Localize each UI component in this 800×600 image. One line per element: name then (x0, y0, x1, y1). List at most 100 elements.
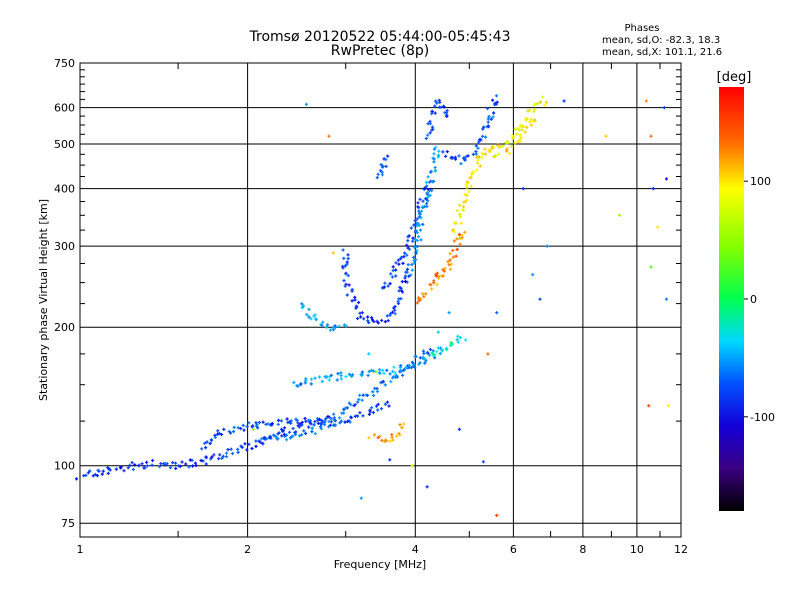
data-point (316, 417, 320, 421)
data-point (447, 263, 451, 267)
data-point (345, 406, 349, 410)
data-point (481, 460, 485, 464)
data-point (359, 315, 363, 319)
data-point (380, 318, 384, 323)
data-point (355, 414, 359, 418)
data-point (420, 205, 425, 209)
data-point (174, 466, 178, 471)
data-point (417, 215, 421, 219)
data-point (376, 436, 380, 440)
data-point (667, 404, 671, 408)
chart-subtitle: RwPretec (8p) (331, 43, 429, 59)
data-point (435, 271, 439, 275)
data-point (280, 434, 284, 438)
data-point (452, 230, 456, 234)
data-point (415, 245, 419, 249)
data-point (367, 320, 371, 325)
data-point (391, 369, 395, 373)
data-point (381, 165, 385, 169)
data-point (441, 150, 445, 154)
data-point (254, 439, 258, 443)
data-point (286, 420, 290, 425)
data-point (378, 371, 382, 375)
data-point (359, 496, 363, 500)
data-point (119, 465, 123, 469)
data-point (428, 119, 432, 124)
data-point (415, 217, 419, 221)
data-point (272, 433, 276, 437)
data-point (424, 136, 428, 141)
data-point (490, 145, 494, 149)
data-point (409, 273, 413, 277)
data-point (224, 455, 229, 459)
data-point (347, 283, 351, 287)
data-point (336, 372, 340, 376)
data-point (518, 133, 522, 137)
data-point (515, 132, 519, 136)
data-point (437, 149, 441, 153)
data-point (347, 372, 351, 376)
data-point (459, 162, 463, 166)
data-point (310, 426, 314, 430)
data-point (309, 317, 313, 321)
data-point (407, 234, 411, 238)
data-point (95, 474, 99, 478)
data-point (296, 421, 300, 425)
data-point (266, 422, 270, 426)
data-point (418, 356, 422, 360)
data-point (122, 469, 126, 473)
data-point (339, 374, 343, 378)
data-point (331, 326, 335, 330)
data-point (505, 147, 509, 151)
data-point (282, 432, 286, 436)
colorbar-gradient (719, 87, 744, 511)
data-point (217, 457, 221, 461)
data-point (383, 402, 387, 406)
data-point (217, 432, 221, 436)
data-point (295, 418, 299, 422)
data-point (419, 238, 423, 242)
data-point (212, 453, 216, 457)
data-point (285, 438, 289, 442)
data-point (421, 349, 426, 353)
data-point (194, 463, 198, 468)
data-point (448, 258, 452, 262)
data-point (426, 175, 430, 179)
data-point (297, 425, 301, 429)
data-point (488, 149, 492, 153)
axis-ticks (80, 63, 681, 537)
data-point (399, 255, 403, 259)
data-point (291, 434, 295, 438)
data-point (431, 349, 435, 353)
data-point (412, 223, 416, 227)
data-point (367, 412, 371, 416)
data-point (323, 419, 327, 423)
data-point (324, 325, 329, 329)
data-point (407, 363, 411, 367)
data-point (425, 485, 429, 489)
data-point (325, 375, 329, 379)
data-point (410, 268, 414, 272)
data-point (393, 308, 397, 312)
data-point (491, 115, 495, 119)
data-point (413, 219, 417, 223)
data-point (366, 319, 370, 323)
data-point (449, 343, 453, 347)
data-point (204, 462, 208, 466)
data-point (430, 189, 434, 193)
data-point (342, 323, 346, 327)
data-point (533, 119, 537, 123)
data-point (375, 389, 380, 394)
data-point (385, 400, 390, 404)
plot-area-frame (79, 62, 682, 538)
data-point (344, 282, 348, 286)
data-point (494, 94, 499, 98)
data-point (339, 371, 343, 375)
data-point (372, 393, 376, 398)
data-point (428, 347, 432, 352)
data-point (513, 127, 517, 131)
data-point (335, 378, 339, 382)
data-point (339, 377, 343, 381)
data-point (389, 379, 393, 384)
data-point (299, 422, 303, 427)
